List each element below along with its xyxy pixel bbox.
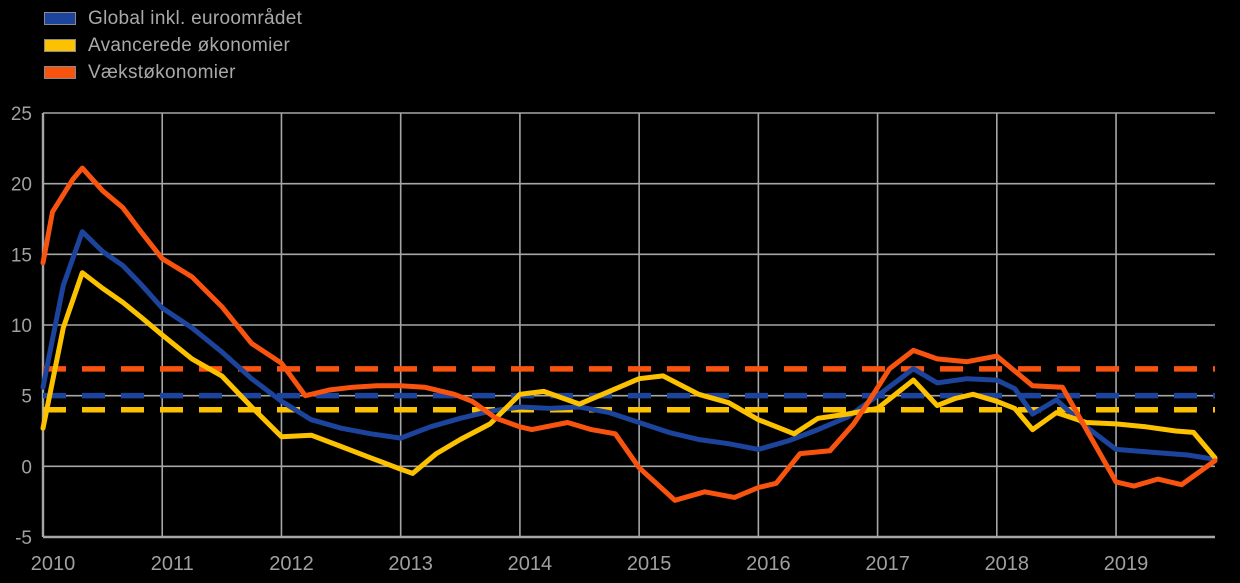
y-tick-label: -5 <box>15 528 32 549</box>
series-line-emerging <box>40 165 1218 503</box>
series-line-advanced <box>40 270 1218 476</box>
legend-label-advanced: Avancerede økonomier <box>88 35 291 56</box>
legend-label-emerging: Vækstøkonomier <box>88 62 236 83</box>
x-tick-label: 2012 <box>269 553 314 575</box>
x-tick-label: 2010 <box>31 553 76 575</box>
y-tick-label: 25 <box>11 104 32 125</box>
x-tick-label: 2014 <box>508 553 553 575</box>
legend-item-advanced: Avancerede økonomier <box>44 32 302 59</box>
legend-item-global: Global inkl. euroområdet <box>44 5 302 32</box>
y-tick-label: 15 <box>11 245 32 266</box>
x-tick-label: 2017 <box>865 553 910 575</box>
x-tick-label: 2015 <box>627 553 672 575</box>
legend-swatch-advanced <box>44 39 76 52</box>
legend-item-emerging: Vækstøkonomier <box>44 59 302 86</box>
x-tick-label: 2019 <box>1104 553 1149 575</box>
legend: Global inkl. euroområdet Avancerede økon… <box>44 5 302 86</box>
x-tick-label: 2016 <box>746 553 791 575</box>
y-tick-label: 10 <box>11 316 32 337</box>
x-tick-label: 2018 <box>985 553 1030 575</box>
y-tick-label: 0 <box>21 457 32 478</box>
legend-label-global: Global inkl. euroområdet <box>88 8 303 29</box>
x-tick-label: 2013 <box>388 553 433 575</box>
legend-swatch-emerging <box>44 66 76 79</box>
legend-swatch-global <box>44 12 76 25</box>
series-line-global <box>40 229 1218 462</box>
y-tick-label: 20 <box>11 175 32 196</box>
x-tick-label: 2011 <box>151 553 194 575</box>
y-tick-label: 5 <box>21 387 32 408</box>
